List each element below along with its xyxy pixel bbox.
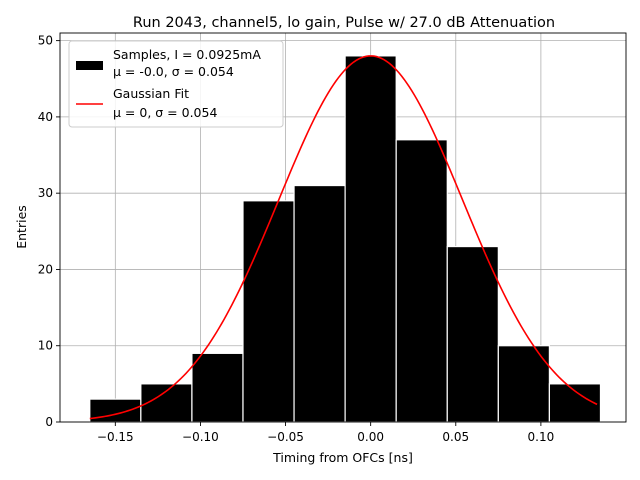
x-tick-label: −0.15: [97, 430, 134, 444]
x-tick-label: 0.05: [442, 430, 469, 444]
legend-box: [68, 40, 284, 128]
x-tick-label: −0.10: [182, 430, 219, 444]
y-tick-label: 50: [38, 34, 53, 48]
histogram-bar: [395, 139, 448, 423]
y-tick-label: 10: [38, 339, 53, 353]
gaussian-fit-curve: [89, 55, 598, 420]
x-tick-label: 0.00: [357, 430, 384, 444]
legend-histogram-label: Samples, I = 0.0925mA: [113, 47, 261, 62]
legend-histogram-swatch: [76, 61, 103, 70]
y-tick-label: 30: [38, 186, 53, 200]
legend-fit-label: Gaussian Fit: [113, 86, 189, 101]
histogram-bar: [344, 55, 397, 423]
y-axis-ticks: 0 10 20 30 40 50: [38, 34, 60, 429]
x-axis-ticks: −0.15 −0.10 −0.05 0.00 0.05 0.10: [97, 422, 554, 444]
histogram-bars: [89, 55, 602, 423]
y-tick-label: 20: [38, 262, 53, 276]
histogram-bar: [446, 245, 499, 423]
histogram-bar: [191, 352, 244, 423]
x-tick-label: 0.10: [528, 430, 555, 444]
histogram-bar: [89, 398, 142, 423]
x-tick-label: −0.05: [267, 430, 304, 444]
legend-histogram-stats: μ = -0.0, σ = 0.054: [113, 64, 234, 79]
gaussian-fit: [89, 55, 598, 420]
histogram-bar: [497, 345, 550, 423]
y-tick-label: 40: [38, 110, 53, 124]
histogram-bar: [293, 184, 346, 423]
legend-fit-stats: μ = 0, σ = 0.054: [113, 105, 217, 120]
y-tick-label: 0: [45, 415, 53, 429]
chart-title: Run 2043, channel5, lo gain, Pulse w/ 27…: [133, 15, 555, 31]
plot-frame: [59, 32, 627, 423]
histogram-bar: [242, 200, 295, 423]
x-axis-label: Timing from OFCs [ns]: [272, 450, 413, 465]
y-axis-label: Entries: [14, 205, 29, 249]
legend: Samples, I = 0.0925mA μ = -0.0, σ = 0.05…: [68, 40, 284, 128]
